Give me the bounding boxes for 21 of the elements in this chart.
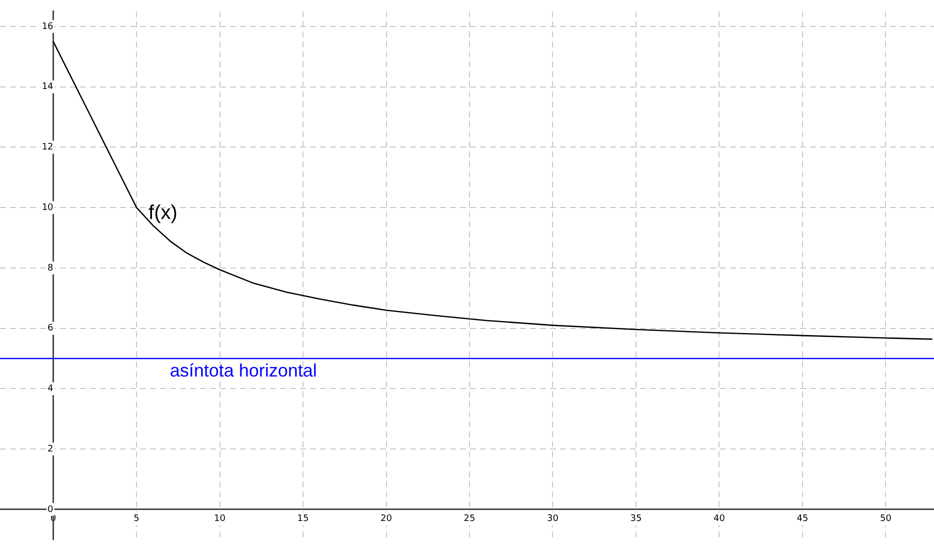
x-tick-label: 30 xyxy=(547,514,559,524)
x-tick-label: 35 xyxy=(630,514,642,524)
x-tick-label: 5 xyxy=(134,514,140,524)
x-tick-label: 15 xyxy=(297,514,309,524)
y-tick-label: 2 xyxy=(48,444,54,454)
y-tick-label: 14 xyxy=(42,82,54,92)
y-tick-label: 6 xyxy=(48,324,54,334)
series-label: f(x) xyxy=(148,202,178,224)
y-tick-label: 16 xyxy=(42,22,54,32)
x-tick-label: 20 xyxy=(380,514,392,524)
y-tick-label: 0 xyxy=(48,504,54,515)
y-tick-label: 4 xyxy=(48,384,54,394)
y-tick-label: 8 xyxy=(48,263,54,274)
x-tick-label: 45 xyxy=(796,514,808,524)
x-tick-label: 10 xyxy=(214,514,226,524)
x-tick-label: 25 xyxy=(464,514,476,524)
y-tick-label: 10 xyxy=(42,202,54,213)
x-tick-label: 50 xyxy=(880,514,892,524)
y-tick-label: 12 xyxy=(42,142,54,153)
ref-line-label: asíntota horizontal xyxy=(170,360,317,380)
x-tick-label: 40 xyxy=(714,514,726,524)
